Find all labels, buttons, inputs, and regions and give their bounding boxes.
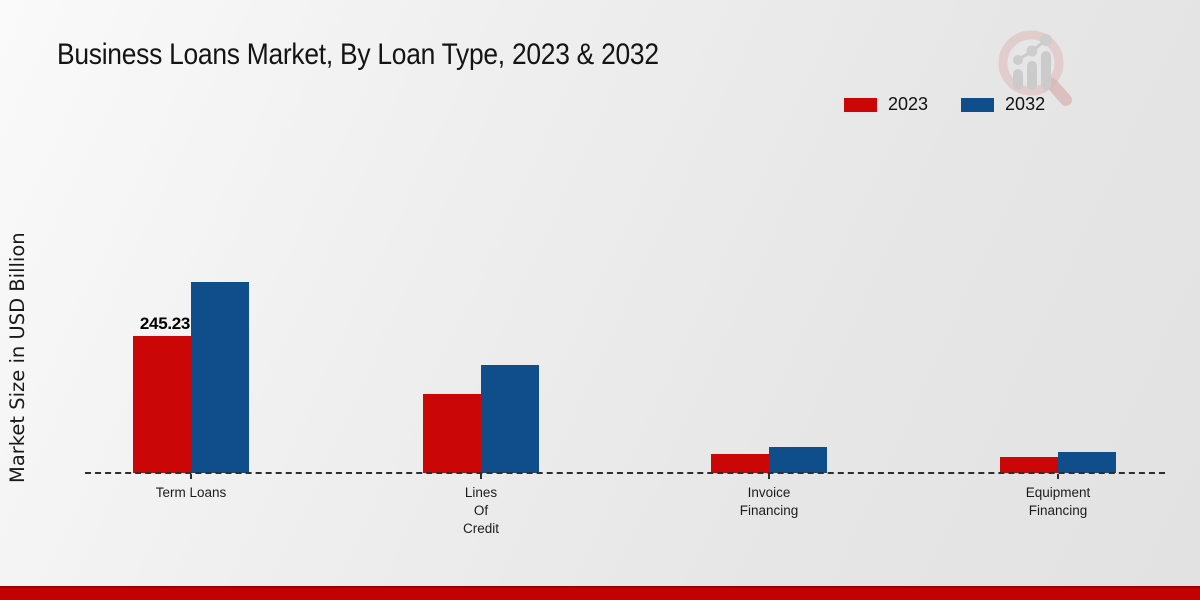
category-label-term-loans: Term Loans	[155, 485, 227, 500]
bar-2032-term-loans	[191, 282, 249, 473]
legend-label-2023: 2023	[888, 94, 929, 114]
bar-2032-equipment-financing	[1058, 452, 1116, 473]
bar-value-label: 245.23	[139, 314, 191, 333]
bar-2032-invoice-financing	[769, 447, 827, 473]
legend-swatch-2032	[960, 96, 996, 113]
legend: 2023 2032	[843, 94, 1077, 115]
x-axis-tick-term-loans	[190, 474, 192, 479]
x-axis-tick-lines-of-credit	[480, 474, 482, 479]
category-label-invoice-financing: Invoice Financing	[739, 485, 799, 518]
legend-item-2023: 2023	[843, 94, 928, 115]
plot-area	[85, 100, 1165, 473]
legend-label-2032: 2032	[1005, 94, 1046, 114]
market-research-logo-icon	[998, 30, 1072, 106]
footer-red-bar	[0, 586, 1200, 600]
legend-swatch-2023	[843, 96, 878, 113]
bar-2023-equipment-financing	[1000, 457, 1058, 473]
category-label-lines-of-credit: Lines Of Credit	[462, 485, 499, 536]
x-axis-tick-invoice-financing	[768, 474, 770, 479]
chart-title: Business Loans Market, By Loan Type, 202…	[57, 38, 659, 71]
bar-2023-lines-of-credit	[423, 394, 481, 473]
bar-2023-invoice-financing	[711, 454, 769, 473]
legend-item-2032: 2032	[960, 94, 1045, 115]
x-axis-tick-equipment-financing	[1057, 474, 1059, 479]
x-axis-baseline	[85, 472, 1165, 474]
bar-2023-term-loans	[133, 336, 191, 473]
y-axis-label: Market Size in USD Billion	[6, 232, 29, 484]
category-label-equipment-financing: Equipment Financing	[1025, 485, 1091, 518]
bar-2032-lines-of-credit	[481, 365, 539, 473]
